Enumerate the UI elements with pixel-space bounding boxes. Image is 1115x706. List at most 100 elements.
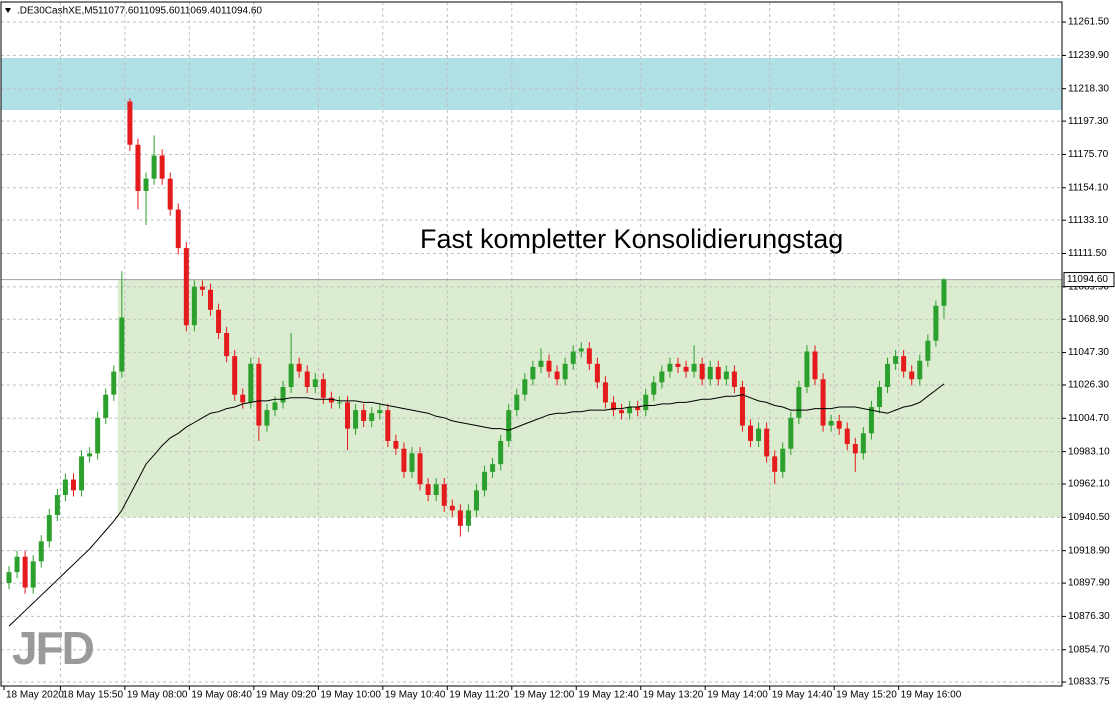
x-tick-label: 19 May 14:00: [707, 690, 768, 701]
candle-body: [885, 363, 891, 387]
candle-body: [95, 417, 101, 454]
candle-body: [127, 101, 133, 145]
x-tick-label: 19 May 13:20: [643, 690, 704, 701]
candle-body: [925, 340, 931, 361]
candle-body: [909, 371, 915, 380]
candle-body: [175, 209, 181, 249]
candle-body: [393, 440, 399, 449]
header-high: 11095.60: [139, 6, 180, 17]
candle-body: [6, 572, 12, 583]
x-tick-label: 19 May 12:40: [578, 690, 639, 701]
current-price-label: 11094.60: [1067, 274, 1108, 285]
candle-body: [441, 484, 447, 506]
candle-body: [232, 356, 238, 395]
candle-body: [933, 305, 939, 341]
candle-body: [353, 410, 359, 429]
y-tick-label: 10897.90: [1068, 578, 1110, 589]
y-tick-label: 11047.30: [1068, 347, 1109, 358]
candle-body: [385, 410, 391, 441]
x-tick-label: 19 May 11:20: [449, 690, 509, 701]
candle-body: [465, 510, 471, 526]
candle-body: [288, 363, 294, 387]
candle-body: [103, 394, 109, 418]
candle-body: [715, 366, 721, 380]
candle-body: [199, 286, 205, 290]
x-tick-label: 19 May 09:20: [256, 690, 317, 701]
y-tick-label: 11026.30: [1068, 380, 1109, 391]
candle-body: [554, 371, 560, 380]
candle-body: [739, 386, 745, 426]
candle-body: [514, 394, 520, 411]
candle-body: [804, 351, 810, 387]
candle-body: [852, 444, 858, 454]
candle-body: [546, 360, 552, 372]
header-close: 11094.60: [221, 6, 262, 17]
candle-body: [651, 382, 657, 395]
candle-body: [320, 379, 326, 398]
candle-body: [473, 490, 479, 511]
candle-body: [264, 410, 270, 426]
y-tick-label: 11004.70: [1068, 413, 1109, 424]
candle-body: [876, 386, 882, 408]
candle-body: [780, 448, 786, 472]
y-tick-label: 11111.50: [1068, 248, 1107, 259]
candle-body: [643, 394, 649, 411]
candle-body: [256, 363, 262, 426]
y-tick-label: 11239.90: [1068, 50, 1109, 61]
candle-body: [611, 402, 616, 411]
candle-body: [240, 394, 246, 403]
x-tick-label: 19 May 14:40: [772, 690, 833, 701]
candle-body: [691, 363, 697, 372]
candle-body: [22, 556, 28, 588]
candle-body: [683, 366, 689, 372]
candle-body: [578, 348, 584, 352]
candle-body: [844, 428, 850, 445]
candle-body: [328, 397, 334, 403]
y-tick-label: 10876.30: [1068, 611, 1110, 622]
candle-body: [619, 410, 625, 414]
candle-body: [530, 366, 536, 380]
candle-body: [723, 371, 729, 380]
x-tick-label: 19 May 08:00: [127, 690, 188, 701]
header-open: 11077.60: [98, 6, 139, 17]
candle-body: [538, 360, 544, 367]
x-tick-label: 19 May 10:00: [320, 690, 381, 701]
y-tick-label: 10918.90: [1068, 545, 1110, 556]
x-tick-label: 18 May 2020: [6, 690, 64, 701]
candle-body: [772, 456, 778, 472]
x-tick-label: 19 May 16:00: [901, 690, 962, 701]
candle-body: [361, 410, 367, 421]
plot: [1, 98, 1062, 627]
candle-body: [111, 371, 117, 395]
y-tick-label: 10962.10: [1068, 479, 1110, 490]
zone: [1, 58, 1062, 111]
candle-body: [345, 402, 351, 429]
candle-body: [377, 410, 383, 414]
candle-body: [675, 363, 681, 367]
candle-body: [457, 510, 463, 526]
x-tick-label: 18 May 15:50: [62, 690, 123, 701]
y-tick-label: 10833.75: [1068, 677, 1110, 688]
candle-body: [54, 494, 60, 516]
candle-body: [812, 351, 818, 380]
candle-body: [570, 351, 576, 364]
candle-body: [602, 382, 608, 403]
candle-body: [796, 386, 802, 418]
candle-body: [522, 379, 528, 395]
candle-body: [425, 484, 431, 495]
candle-body: [659, 371, 665, 383]
candle-body: [208, 289, 213, 310]
y-tick-label: 11068.90: [1068, 314, 1109, 325]
candle-body: [498, 440, 504, 465]
y-tick-label: 11154.10: [1068, 182, 1109, 193]
symbol: .DE30CashXE,M5: [17, 6, 99, 17]
candle-body: [280, 386, 286, 403]
candle-body: [635, 407, 641, 411]
header: .DE30CashXE,M5 11077.60 11095.60 11069.4…: [5, 6, 262, 17]
candle-body: [941, 279, 947, 306]
candle-body: [868, 407, 874, 434]
header-low: 11069.40: [180, 6, 221, 17]
candle-body: [272, 402, 278, 411]
candle-body: [30, 561, 36, 588]
